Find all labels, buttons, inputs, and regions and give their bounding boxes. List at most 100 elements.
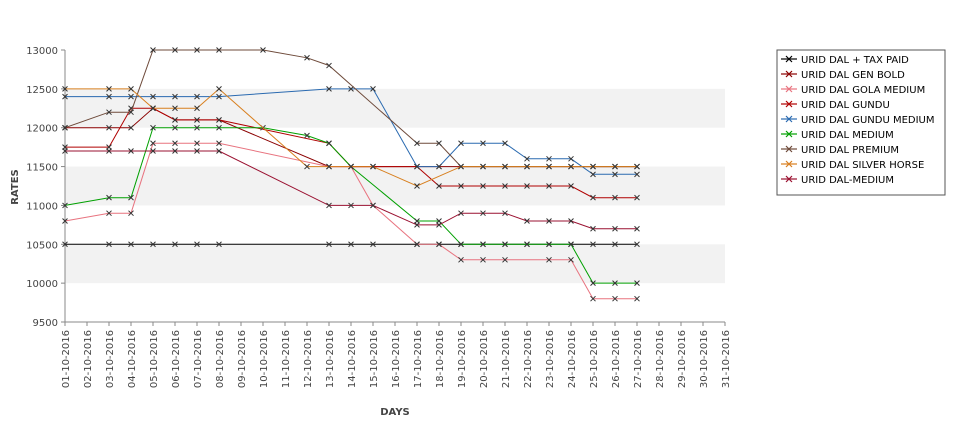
data-point: [546, 241, 552, 248]
data-point: [590, 194, 596, 201]
data-point: [590, 171, 596, 178]
x-tick-label: 12-10-2016: [303, 330, 314, 388]
data-point: [326, 62, 332, 69]
data-point: [194, 241, 200, 248]
data-point: [502, 140, 508, 147]
legend-label: URID DAL GEN BOLD: [801, 70, 905, 81]
x-tick-label: 21-10-2016: [501, 330, 512, 388]
legend-label: URID DAL-MEDIUM: [801, 175, 894, 186]
data-point: [612, 295, 618, 302]
data-point: [348, 86, 354, 92]
data-point: [502, 210, 508, 217]
data-point: [216, 47, 222, 53]
data-point: [106, 86, 112, 92]
data-point: [568, 256, 574, 263]
data-point: [172, 148, 178, 154]
data-point: [128, 148, 134, 154]
data-point: [128, 109, 134, 116]
data-point: [62, 148, 68, 154]
series: [62, 86, 640, 189]
data-point: [590, 280, 596, 286]
data-point: [480, 183, 486, 189]
data-point: [634, 241, 640, 248]
data-point: [216, 124, 222, 131]
data-point: [568, 155, 574, 162]
y-tick-label: 13000: [26, 46, 58, 57]
y-tick-label: 11500: [26, 163, 58, 174]
data-point: [634, 225, 640, 232]
data-point: [194, 47, 200, 53]
legend-item: URID DAL PREMIUM: [781, 145, 899, 156]
data-point: [524, 218, 530, 224]
data-point: [260, 47, 266, 53]
x-tick-label: 09-10-2016: [237, 330, 248, 388]
legend-marker: [785, 100, 793, 108]
data-point: [524, 163, 530, 170]
data-point: [458, 140, 464, 147]
data-point: [414, 163, 420, 170]
x-tick-label: 14-10-2016: [347, 330, 358, 388]
series-line: [64, 127, 637, 284]
x-tick-label: 25-10-2016: [589, 330, 600, 388]
data-point: [612, 163, 618, 170]
data-point: [216, 86, 222, 92]
data-point: [106, 241, 112, 248]
data-point: [128, 210, 134, 217]
x-tick-label: 16-10-2016: [391, 330, 402, 388]
data-point: [590, 163, 596, 170]
legend-marker: [785, 130, 793, 138]
data-point: [634, 171, 640, 178]
data-point: [106, 210, 112, 217]
data-point: [436, 163, 442, 170]
data-point: [612, 171, 618, 178]
legend-item: URID DAL + TAX PAID: [781, 55, 909, 66]
data-point: [502, 183, 508, 189]
data-point: [128, 86, 134, 92]
y-axis: 9500 10000 10500 11000 11500 12000 12500 13000: [26, 46, 65, 329]
data-point: [568, 163, 574, 170]
data-point: [612, 225, 618, 232]
y-tick-label: 10000: [26, 279, 58, 290]
data-point: [326, 163, 332, 170]
data-point: [172, 117, 178, 123]
legend-item: URID DAL GOLA MEDIUM: [781, 85, 925, 96]
x-tick-label: 10-10-2016: [259, 330, 270, 388]
series-line: [64, 142, 637, 300]
data-point: [612, 280, 618, 286]
legend-item: URID DAL SILVER HORSE: [781, 160, 924, 171]
data-point: [502, 163, 508, 170]
legend-item: URID DAL GUNDU: [781, 100, 890, 111]
data-point: [62, 202, 68, 209]
data-point: [458, 163, 464, 170]
data-point: [172, 105, 178, 112]
data-point: [326, 86, 332, 92]
x-tick-label: 11-10-2016: [281, 330, 292, 388]
data-point: [458, 183, 464, 189]
data-point: [524, 183, 530, 189]
data-point: [216, 241, 222, 248]
data-point: [480, 140, 486, 147]
x-tick-label: 13-10-2016: [325, 330, 336, 388]
x-tick-label: 17-10-2016: [413, 330, 424, 388]
data-point: [106, 148, 112, 154]
data-point: [480, 163, 486, 170]
data-point: [546, 183, 552, 189]
x-tick-label: 02-10-2016: [83, 330, 94, 388]
data-point: [128, 93, 134, 100]
data-point: [436, 140, 442, 147]
legend-label: URID DAL SILVER HORSE: [801, 160, 924, 171]
data-point: [502, 241, 508, 248]
data-point: [194, 105, 200, 112]
data-point: [216, 93, 222, 100]
data-point: [414, 241, 420, 248]
data-point: [150, 148, 156, 154]
data-point: [524, 155, 530, 162]
legend-label: URID DAL MEDIUM: [801, 130, 894, 141]
data-point: [194, 140, 200, 147]
data-point: [106, 124, 112, 131]
x-tick-label: 19-10-2016: [457, 330, 468, 388]
x-tick-label: 01-10-2016: [61, 330, 72, 388]
x-tick-label: 15-10-2016: [369, 330, 380, 388]
data-point: [172, 93, 178, 100]
